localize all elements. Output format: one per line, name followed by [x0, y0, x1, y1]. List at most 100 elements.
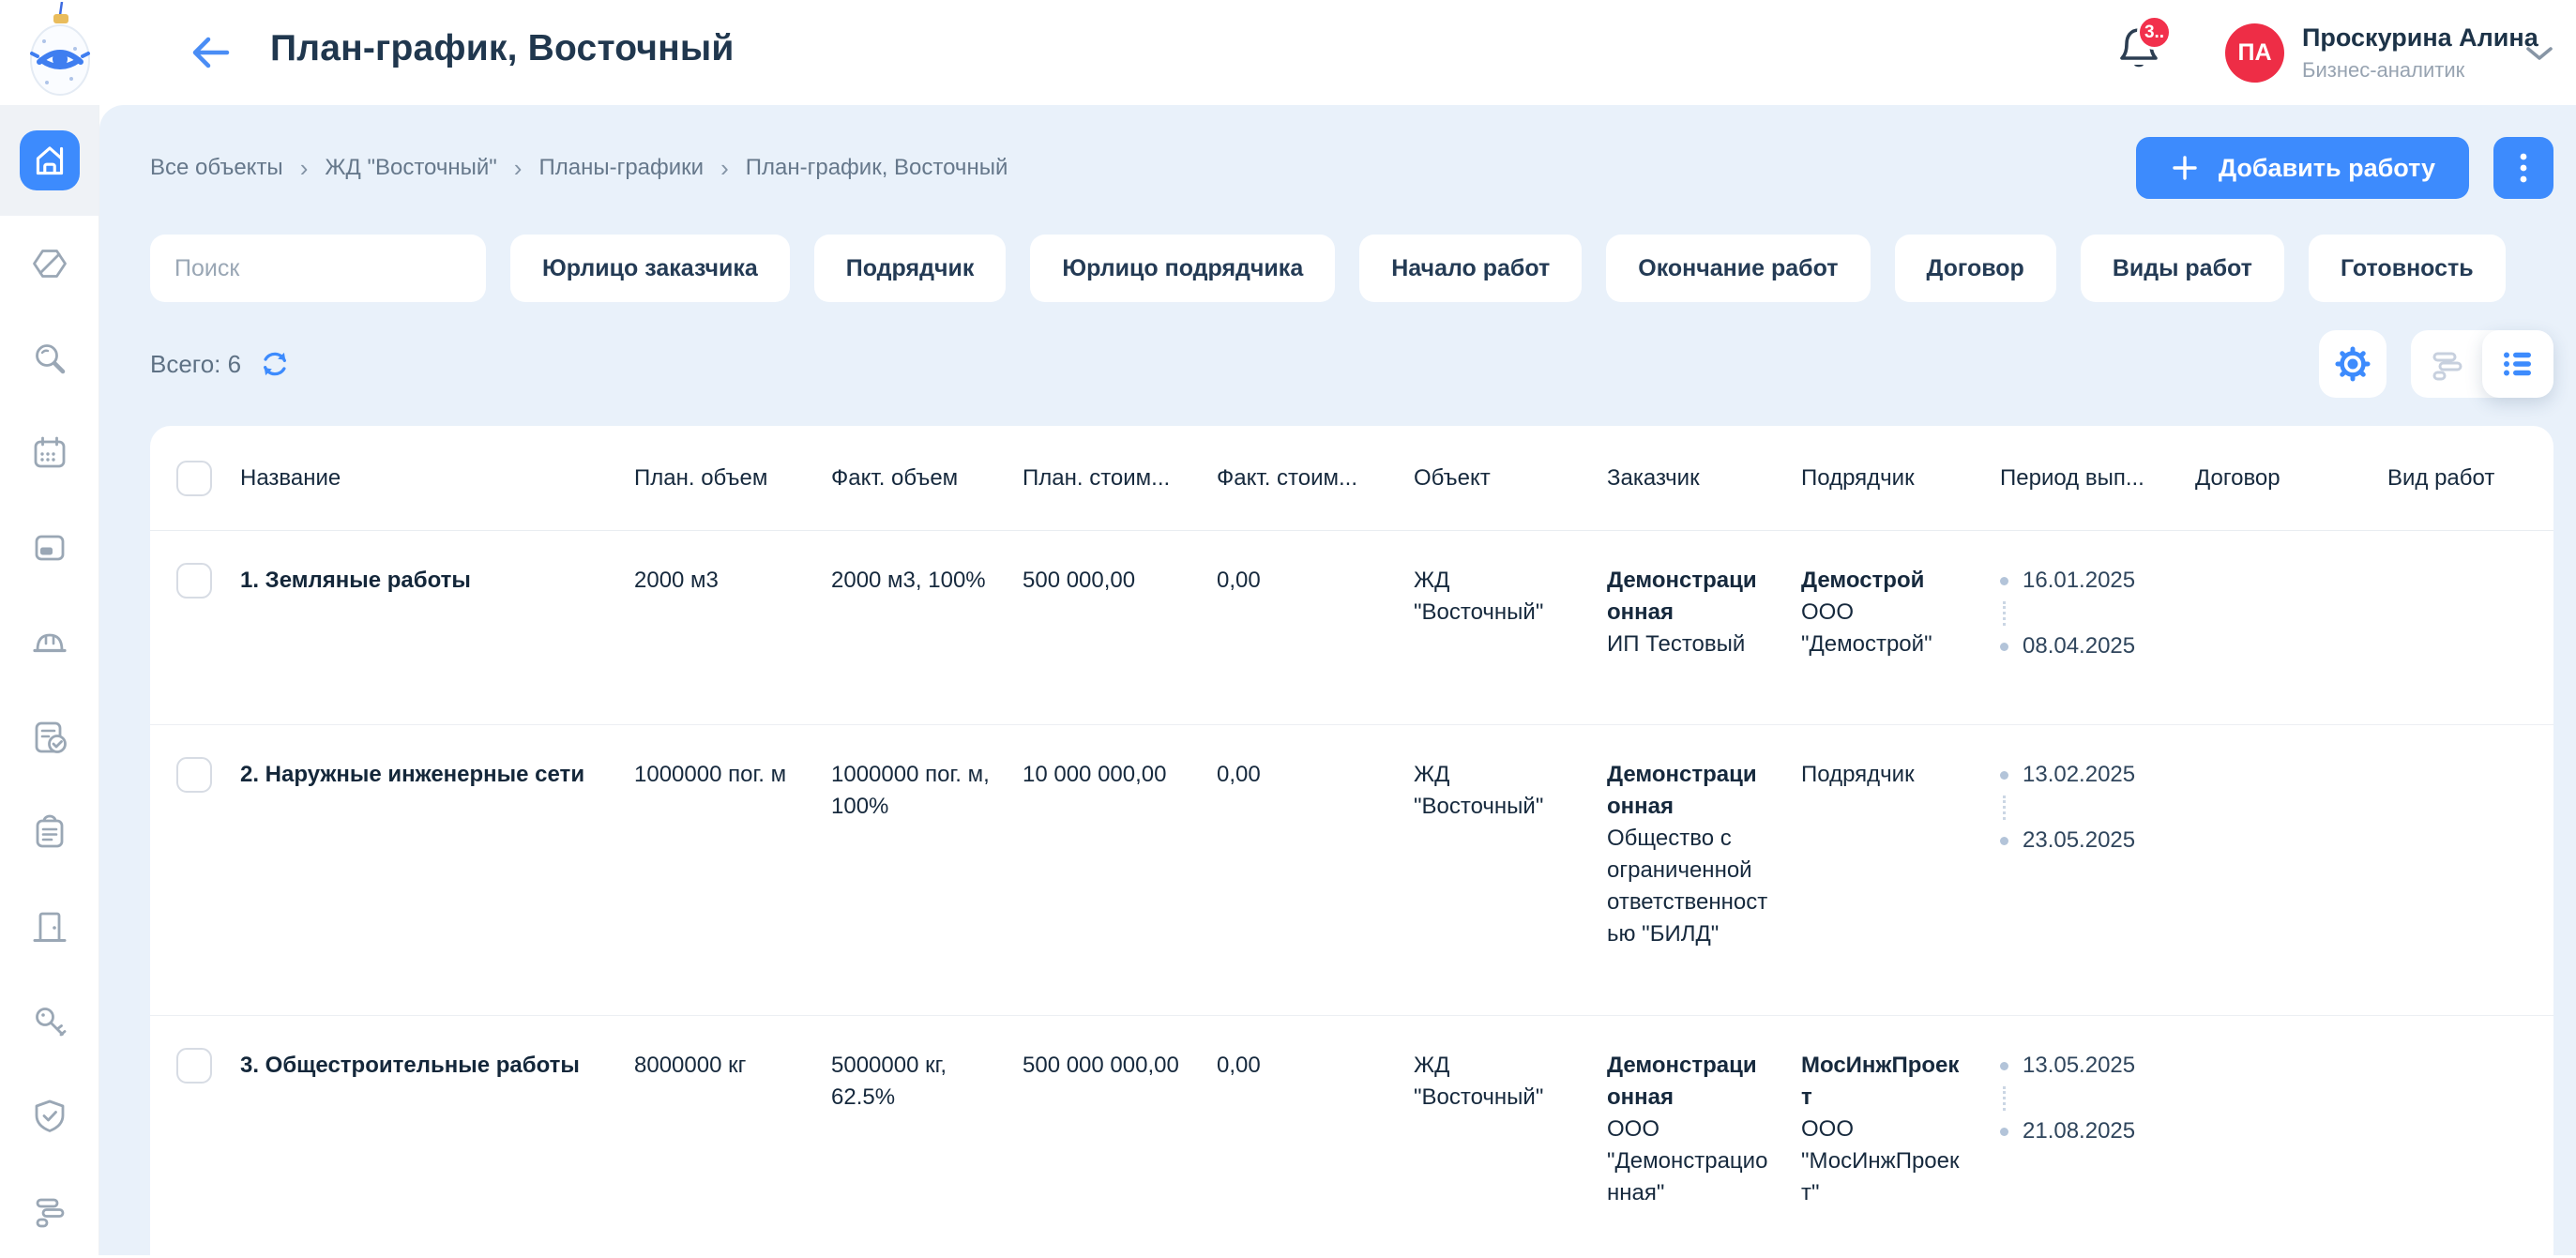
period-start-dot — [2000, 770, 2008, 780]
contractor-legal: ООО "Демострой" — [1801, 599, 1932, 657]
clipboard-icon — [36, 814, 63, 847]
col-fact-volume: Факт. объем — [831, 464, 959, 491]
plan-cost: 10 000 000,00 — [1023, 762, 1167, 787]
table-row[interactable]: 3. Общестроительные работы 8000000 кг 50… — [150, 1016, 2553, 1255]
filter-work-end[interactable]: Окончание работ — [1606, 235, 1871, 302]
view-toggle-gantt[interactable] — [2411, 330, 2482, 398]
chevron-down-icon — [2526, 47, 2553, 60]
customer-name: Демонстрационная — [1607, 1053, 1757, 1110]
home-icon — [36, 146, 63, 175]
sidebar-item-calendar[interactable] — [0, 405, 98, 500]
breadcrumb-all-objects[interactable]: Все объекты — [150, 155, 283, 180]
table-settings-button[interactable] — [2319, 330, 2387, 398]
breadcrumb-object[interactable]: ЖД "Восточный" — [325, 155, 497, 180]
period-connector — [2003, 1086, 2006, 1111]
search-icon — [35, 343, 65, 373]
app-logo — [13, 2, 103, 103]
period-end: 08.04.2025 — [2023, 633, 2136, 659]
row-checkbox[interactable] — [176, 757, 212, 793]
key-icon — [35, 1007, 66, 1036]
sidebar-item-card[interactable] — [0, 500, 98, 595]
col-contract: Договор — [2195, 464, 2281, 491]
object: ЖД "Восточный" — [1414, 762, 1544, 819]
filter-customer-legal[interactable]: Юрлицо заказчика — [510, 235, 790, 302]
filter-work-types[interactable]: Виды работ — [2080, 235, 2284, 302]
customer-legal: Общество с ограниченной ответственностью… — [1607, 826, 1768, 947]
ornament-eye-icon — [30, 2, 90, 96]
sidebar-item-key[interactable] — [0, 974, 98, 1069]
arrow-left-icon — [192, 37, 230, 68]
row-checkbox[interactable] — [176, 563, 212, 599]
filter-work-start[interactable]: Начало работ — [1359, 235, 1583, 302]
breadcrumb-current: План-график, Восточный — [745, 155, 1008, 180]
gantt-view-icon — [2432, 352, 2462, 381]
back-button[interactable] — [186, 28, 236, 77]
notifications-button[interactable]: 3.. — [2114, 15, 2172, 83]
user-meta: Проскурина Алина Бизнес-аналитик — [2302, 23, 2538, 83]
fact-cost: 0,00 — [1217, 1053, 1261, 1078]
card-icon — [35, 535, 64, 560]
plan-volume: 2000 м3 — [634, 568, 719, 593]
filter-contractor[interactable]: Подрядчик — [813, 235, 1007, 302]
table-row[interactable]: 1. Земляные работы 2000 м3 2000 м3, 100%… — [150, 531, 2553, 725]
restricted-icon — [32, 249, 67, 278]
contractor-legal: ООО "МосИнжПроект" — [1801, 1116, 1960, 1205]
work-name: 2. Наружные инженерные сети — [240, 762, 585, 787]
work-type — [2387, 531, 2553, 565]
breadcrumb-separator: › — [513, 153, 523, 182]
sidebar-item-gantt[interactable] — [0, 1163, 98, 1258]
sidebar-item-tasks[interactable] — [0, 784, 98, 879]
page-title: План-график, Восточный — [270, 28, 735, 68]
contract — [2195, 531, 2387, 565]
total-count: Всего: 6 — [150, 349, 242, 378]
plan-volume: 8000000 кг — [634, 1053, 747, 1078]
user-avatar[interactable]: ПА — [2225, 23, 2284, 83]
row-checkbox[interactable] — [176, 1048, 212, 1084]
customer-legal: ООО "Демонстрационная" — [1607, 1116, 1768, 1205]
period-start-dot — [2000, 576, 2008, 585]
view-toggle-list[interactable] — [2482, 330, 2553, 398]
breadcrumb-schedules[interactable]: Планы-графики — [538, 155, 705, 180]
filter-contract[interactable]: Договор — [1894, 235, 2056, 302]
customer-legal: ИП Тестовый — [1607, 631, 1746, 657]
sidebar-item-plan-check[interactable] — [0, 690, 98, 784]
sidebar-item-helmet[interactable] — [0, 595, 98, 690]
contractor-legal: Подрядчик — [1801, 762, 1915, 787]
select-all-checkbox[interactable] — [176, 460, 212, 496]
fact-volume: 5000000 кг, 62.5% — [831, 1053, 947, 1110]
add-work-button[interactable]: Добавить работу — [2135, 137, 2469, 199]
filter-readiness[interactable]: Готовность — [2308, 235, 2506, 302]
period-end-dot — [2000, 836, 2008, 845]
col-fact-cost: Факт. стоим... — [1217, 464, 1358, 491]
notification-badge: 3.. — [2137, 15, 2172, 50]
more-actions-button[interactable] — [2493, 137, 2553, 199]
period-end: 21.08.2025 — [2023, 1118, 2136, 1144]
table-row[interactable]: 2. Наружные инженерные сети 1000000 пог.… — [150, 725, 2553, 1016]
col-object: Объект — [1414, 464, 1491, 491]
filter-contractor-legal[interactable]: Юрлицо подрядчика — [1030, 235, 1336, 302]
search-box[interactable] — [150, 235, 486, 302]
period-start-dot — [2000, 1061, 2008, 1070]
refresh-button[interactable] — [258, 347, 292, 381]
fact-cost: 0,00 — [1217, 762, 1261, 787]
contractor: МосИнжПроект ООО "МосИнжПроект" — [1801, 1016, 2000, 1209]
sidebar-item-home[interactable] — [0, 105, 98, 216]
search-input[interactable] — [174, 254, 477, 282]
sidebar-item-security[interactable] — [0, 1069, 98, 1163]
col-customer: Заказчик — [1607, 464, 1700, 491]
gear-icon — [2335, 346, 2371, 382]
breadcrumb-separator: › — [299, 153, 309, 182]
period: 13.05.2025 21.08.2025 — [2000, 1016, 2195, 1147]
plus-icon — [2173, 156, 2197, 180]
customer-name: Демонстрационная — [1607, 568, 1757, 625]
list-view-icon — [2504, 352, 2531, 376]
gantt-icon — [36, 1198, 64, 1227]
view-toggle — [2411, 330, 2553, 398]
sidebar-item-door[interactable] — [0, 879, 98, 974]
customer-name: Демонстрационная — [1607, 762, 1757, 819]
sidebar-item-search[interactable] — [0, 311, 98, 405]
sidebar-item-restricted[interactable] — [0, 216, 98, 311]
user-menu-toggle[interactable] — [2523, 43, 2555, 64]
col-plan-cost: План. стоим... — [1023, 464, 1171, 491]
table-header: Название План. объем Факт. объем План. с… — [150, 426, 2553, 531]
